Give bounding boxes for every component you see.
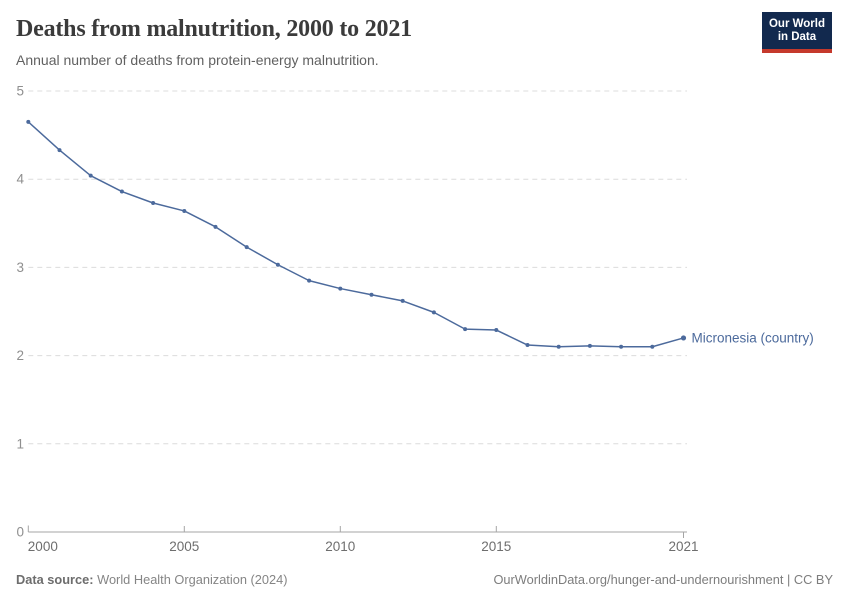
chart-subtitle: Annual number of deaths from protein-ene…: [16, 52, 379, 68]
y-tick-label: 1: [16, 436, 24, 451]
x-tick-label: 2000: [28, 539, 58, 554]
data-point[interactable]: [26, 119, 31, 124]
x-tick-label: 2021: [668, 539, 698, 554]
data-point[interactable]: [619, 344, 624, 349]
x-tick-label: 2010: [325, 539, 355, 554]
data-point[interactable]: [587, 343, 592, 348]
data-point[interactable]: [338, 286, 343, 291]
attribution-link[interactable]: OurWorldinData.org/hunger-and-undernouri…: [493, 572, 833, 587]
data-point[interactable]: [244, 245, 249, 250]
data-point[interactable]: [151, 201, 156, 206]
data-point[interactable]: [57, 148, 62, 153]
y-tick-label: 0: [16, 525, 24, 540]
data-source: Data source: World Health Organization (…: [16, 572, 288, 587]
x-tick-label: 2015: [481, 539, 511, 554]
data-point[interactable]: [650, 344, 655, 349]
data-point[interactable]: [182, 208, 187, 213]
owid-logo-line2: in Data: [777, 31, 817, 43]
data-point[interactable]: [680, 335, 687, 341]
x-tick-label: 2005: [169, 539, 199, 554]
series-label[interactable]: Micronesia (country): [692, 330, 814, 345]
y-tick-label: 5: [16, 84, 24, 99]
data-point[interactable]: [494, 328, 499, 333]
owid-logo-line1: Our World: [768, 18, 825, 30]
data-point[interactable]: [88, 173, 93, 178]
data-point[interactable]: [213, 224, 218, 229]
y-tick-label: 4: [16, 172, 24, 187]
data-point[interactable]: [431, 310, 436, 315]
data-point[interactable]: [463, 327, 468, 332]
chart-footer: Data source: World Health Organization (…: [16, 572, 833, 587]
data-point[interactable]: [275, 262, 280, 267]
data-point[interactable]: [556, 344, 561, 349]
y-tick-label: 2: [16, 348, 24, 363]
page-title: Deaths from malnutrition, 2000 to 2021: [16, 16, 412, 42]
data-source-label: Data source:: [16, 572, 94, 587]
data-source-value: World Health Organization (2024): [97, 572, 288, 587]
data-point[interactable]: [525, 343, 530, 348]
owid-logo: Our World in Data: [761, 12, 832, 53]
data-point[interactable]: [307, 278, 312, 283]
data-point[interactable]: [119, 189, 124, 194]
data-point[interactable]: [400, 298, 405, 303]
series-line[interactable]: [27, 121, 685, 348]
y-tick-label: 3: [16, 260, 24, 275]
data-point[interactable]: [369, 292, 374, 297]
